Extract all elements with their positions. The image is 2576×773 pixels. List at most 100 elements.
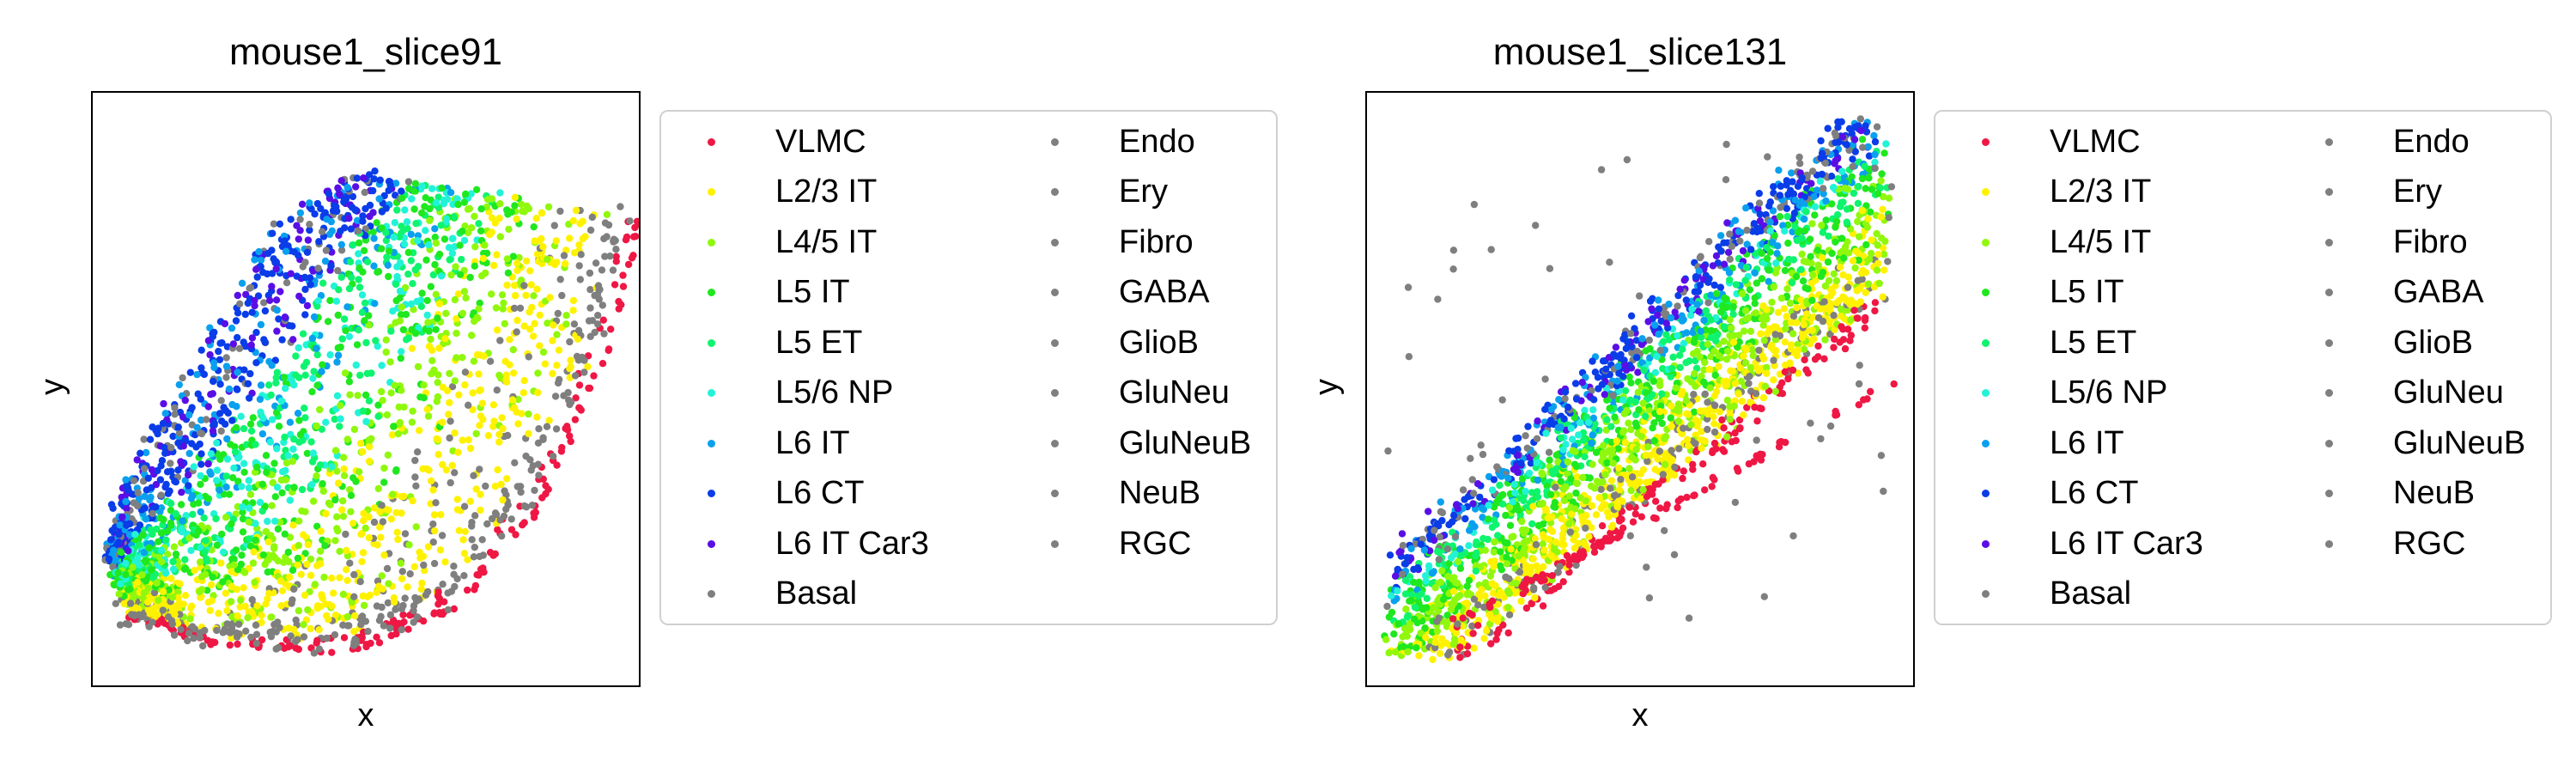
- scatter-point: [1743, 240, 1751, 248]
- scatter-point: [1437, 498, 1444, 506]
- scatter-point: [513, 408, 520, 416]
- scatter-point: [594, 312, 602, 320]
- scatter-point: [167, 521, 175, 529]
- scatter-point: [264, 556, 272, 563]
- scatter-point: [345, 215, 353, 222]
- scatter-point: [1487, 557, 1495, 566]
- scatter-point: [360, 517, 368, 525]
- scatter-point: [204, 460, 212, 468]
- scatter-point: [290, 435, 298, 443]
- scatter-point: [222, 420, 229, 428]
- scatter-point: [520, 322, 528, 330]
- legend-marker: [708, 539, 715, 548]
- scatter-point: [1480, 635, 1488, 642]
- scatter-point: [264, 270, 271, 278]
- scatter-point: [576, 276, 584, 283]
- legend-marker: [1051, 389, 1059, 397]
- scatter-point: [234, 640, 241, 648]
- scatter-point: [453, 354, 460, 362]
- scatter-point: [408, 195, 416, 203]
- scatter-point: [418, 209, 426, 217]
- scatter-point: [1579, 517, 1587, 525]
- scatter-point: [110, 581, 118, 589]
- scatter-point: [374, 342, 381, 350]
- scatter-point: [545, 417, 553, 424]
- scatter-point: [470, 357, 478, 365]
- legend-marker: [708, 590, 715, 598]
- scatter-point: [1676, 363, 1684, 372]
- scatter-point: [149, 574, 157, 581]
- scatter-point: [391, 381, 398, 389]
- scatter-point: [1854, 199, 1862, 207]
- scatter-point: [1740, 411, 1747, 419]
- scatter-point: [333, 513, 341, 520]
- scatter-point: [181, 477, 189, 484]
- scatter-point: [1407, 596, 1415, 605]
- scatter-point: [389, 490, 397, 498]
- scatter-point: [1390, 630, 1398, 638]
- scatter-point: [387, 389, 395, 397]
- scatter-point: [1873, 123, 1881, 131]
- scatter-point: [416, 393, 424, 401]
- scatter-point: [1490, 548, 1498, 556]
- scatter-point: [1633, 354, 1641, 362]
- scatter-point: [404, 625, 412, 633]
- scatter-point: [257, 256, 265, 265]
- scatter-point: [134, 489, 142, 496]
- scatter-point: [493, 251, 501, 259]
- scatter-point: [1818, 170, 1826, 179]
- scatter-point: [414, 448, 422, 456]
- scatter-point: [516, 304, 525, 312]
- scatter-point: [1830, 312, 1838, 320]
- scatter-point: [446, 434, 453, 442]
- scatter-point: [318, 593, 326, 600]
- scatter-point: [339, 497, 347, 505]
- scatter-point: [160, 399, 167, 408]
- scatter-point: [317, 527, 325, 535]
- scatter-point: [453, 314, 460, 323]
- scatter-point: [468, 332, 476, 339]
- scatter-point: [246, 420, 255, 428]
- scatter-point: [539, 348, 548, 356]
- scatter-point: [331, 630, 339, 639]
- scatter-point: [308, 388, 316, 396]
- legend-label: Basal: [775, 575, 858, 612]
- scatter-point: [246, 369, 254, 378]
- scatter-point: [513, 328, 520, 336]
- scatter-point: [222, 374, 230, 381]
- scatter-point: [1758, 249, 1765, 258]
- scatter-point: [332, 297, 340, 305]
- legend-label: L5 ET: [775, 324, 863, 361]
- scatter-point: [1781, 338, 1789, 346]
- scatter-point: [197, 364, 205, 372]
- scatter-point: [354, 216, 361, 224]
- scatter-point: [1539, 540, 1546, 548]
- scatter-point: [509, 253, 517, 260]
- legend-marker: [708, 289, 715, 296]
- scatter-point: [153, 579, 161, 587]
- scatter-point: [388, 431, 397, 439]
- scatter-point: [434, 451, 442, 459]
- scatter-point: [460, 236, 469, 245]
- scatter-point: [315, 645, 324, 653]
- scatter-point: [1466, 526, 1473, 534]
- scatter-point: [527, 466, 535, 474]
- scatter-point: [235, 630, 243, 638]
- scatter-point: [1665, 301, 1673, 308]
- scatter-point: [416, 554, 424, 562]
- scatter-point: [126, 585, 134, 593]
- scatter-point: [296, 430, 305, 439]
- scatter-point: [1820, 355, 1828, 362]
- scatter-point: [376, 176, 384, 184]
- scatter-point: [159, 419, 167, 428]
- scatter-point: [181, 556, 189, 563]
- scatter-point: [393, 528, 401, 536]
- scatter-point: [385, 247, 393, 255]
- scatter-point: [209, 427, 217, 435]
- scatter-point: [223, 455, 232, 463]
- scatter-point: [1843, 141, 1850, 149]
- scatter-point: [513, 259, 521, 267]
- scatter-point: [1759, 393, 1768, 402]
- scatter-point: [1720, 239, 1728, 247]
- scatter-point: [1386, 551, 1394, 559]
